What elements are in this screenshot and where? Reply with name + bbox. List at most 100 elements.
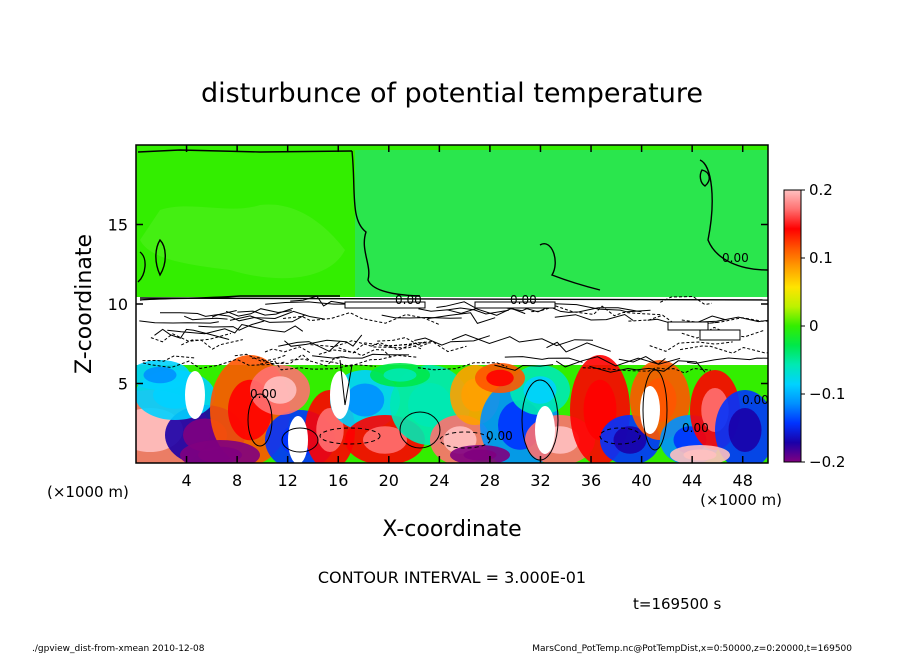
band-contour bbox=[142, 355, 195, 362]
band-contour bbox=[198, 320, 265, 331]
field-blob-core bbox=[143, 366, 177, 384]
band-contour bbox=[318, 349, 392, 358]
footer-left: ./gpview_dist-from-xmean 2010-12-08 bbox=[32, 644, 205, 654]
colorbar: 0.2 0.1 0 −0.1 −0.2 bbox=[783, 181, 845, 471]
band-contour bbox=[264, 346, 312, 354]
band-contour bbox=[628, 314, 720, 326]
band-contour-box bbox=[667, 321, 709, 331]
band-contour-box bbox=[344, 301, 426, 309]
band-contour bbox=[451, 333, 594, 347]
band-contour bbox=[167, 323, 304, 335]
colorbar-gradient bbox=[783, 189, 802, 463]
band-contour bbox=[377, 337, 428, 347]
x-tick-label: 20 bbox=[379, 471, 399, 490]
x-tick-label: 44 bbox=[682, 471, 702, 490]
field-blob-white bbox=[535, 406, 555, 454]
lower-contour bbox=[339, 359, 353, 406]
band-contour bbox=[338, 342, 422, 354]
lower-contour bbox=[281, 427, 319, 453]
z-axis: 5 10 15 bbox=[108, 216, 768, 394]
x-axis-label: X-coordinate bbox=[382, 517, 521, 542]
x-tick-label: 48 bbox=[733, 471, 753, 490]
field-blob-core bbox=[363, 426, 407, 454]
band-contour bbox=[284, 334, 363, 347]
lower-contour-dashed bbox=[599, 427, 641, 445]
field-blob-core bbox=[383, 368, 417, 382]
upper-layer-patch bbox=[140, 204, 345, 279]
lower-contour bbox=[642, 369, 668, 451]
colorbar-tick-label: −0.2 bbox=[809, 453, 845, 471]
band-contour bbox=[589, 360, 706, 373]
x-tick-label: 28 bbox=[480, 471, 500, 490]
field-blob-core bbox=[198, 446, 242, 463]
band-contour bbox=[139, 320, 219, 324]
x-axis: 4 8 12 16 20 24 28 32 36 40 44 48 bbox=[181, 145, 753, 490]
colorbar-tick-label: 0 bbox=[809, 317, 819, 335]
footer-right: MarsCond_PotTemp.nc@PotTempDist,x=0:5000… bbox=[532, 644, 852, 654]
x-tick-label: 8 bbox=[232, 471, 242, 490]
colorbar-tick-label: −0.1 bbox=[809, 385, 845, 403]
band-contour bbox=[283, 312, 439, 325]
band-contour bbox=[251, 353, 312, 365]
field-blob-white bbox=[640, 386, 660, 434]
plot-area: 0.00 0.00 0.00 0.00 0.00 0.00 0.00 bbox=[136, 145, 769, 463]
convective-blobs bbox=[136, 355, 768, 463]
band-contour bbox=[686, 357, 768, 365]
field-blob-core bbox=[683, 449, 717, 461]
field-blob-white bbox=[185, 371, 205, 419]
colorbar-tick-label: 0.2 bbox=[809, 181, 833, 199]
field-blob-white bbox=[288, 416, 308, 463]
z-tick-label: 15 bbox=[108, 216, 128, 235]
band-contour bbox=[237, 307, 293, 316]
colorbar-ticks: 0.2 0.1 0 −0.1 −0.2 bbox=[801, 181, 845, 471]
contour-labels: 0.00 0.00 0.00 0.00 0.00 0.00 0.00 bbox=[250, 251, 769, 443]
band-contour bbox=[694, 316, 768, 323]
lower-contours bbox=[247, 359, 668, 461]
band-contour bbox=[418, 307, 509, 315]
band-contour bbox=[516, 303, 651, 313]
lower-contour-dashed bbox=[319, 427, 381, 445]
band-contour bbox=[259, 360, 376, 371]
contour-label: 0.00 bbox=[250, 387, 277, 401]
contour-label: 0.00 bbox=[486, 429, 513, 443]
field-blob-core bbox=[463, 449, 497, 461]
upper-layer-right bbox=[355, 150, 768, 297]
lower-contour bbox=[399, 411, 441, 449]
x-tick-label: 36 bbox=[581, 471, 601, 490]
band-contour bbox=[618, 356, 681, 365]
band-contour bbox=[555, 356, 666, 368]
band-contours bbox=[139, 295, 768, 374]
contour-interval: CONTOUR INTERVAL = 3.000E-01 bbox=[318, 568, 586, 587]
band-contour bbox=[160, 310, 237, 317]
band-contour bbox=[150, 332, 232, 343]
x-tick-label: 4 bbox=[181, 471, 191, 490]
band-contour bbox=[414, 335, 490, 346]
band-contour-box bbox=[699, 329, 741, 341]
band-contour bbox=[546, 341, 611, 353]
x-tick-label: 24 bbox=[429, 471, 449, 490]
field-blob-core bbox=[523, 376, 557, 404]
band-contour bbox=[184, 315, 228, 321]
field-blob-core bbox=[728, 408, 762, 452]
band-contour-top bbox=[139, 297, 768, 301]
field-blob-core bbox=[408, 383, 452, 427]
contour-label: 0.00 bbox=[510, 293, 537, 307]
field-blob-core bbox=[486, 369, 514, 387]
contour-label: 0.00 bbox=[742, 393, 769, 407]
x-tick-label: 16 bbox=[328, 471, 348, 490]
lower-contour bbox=[247, 393, 273, 447]
chart-title: disturbunce of potential temperature bbox=[201, 78, 703, 109]
band-contour bbox=[649, 341, 733, 352]
band-contour bbox=[290, 355, 347, 367]
band-contour-box bbox=[474, 301, 556, 309]
x-unit-label: (×1000 m) bbox=[700, 491, 782, 509]
band-contour bbox=[381, 314, 462, 319]
band-contour bbox=[154, 328, 230, 340]
band-contour bbox=[320, 354, 417, 367]
band-contour bbox=[290, 295, 355, 307]
z-axis-label: Z-coordinate bbox=[72, 234, 97, 374]
z-tick-label: 5 bbox=[118, 375, 128, 394]
x-tick-label: 12 bbox=[278, 471, 298, 490]
field-blob-core bbox=[345, 383, 385, 417]
